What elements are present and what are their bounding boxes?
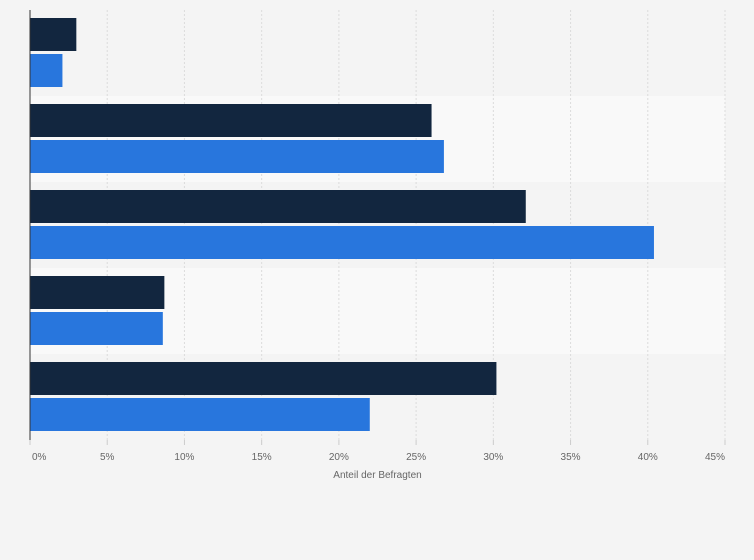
bar: [30, 18, 77, 51]
x-tick-label: 25%: [406, 452, 426, 463]
x-tick-label: 10%: [174, 452, 194, 463]
x-tick-label: 35%: [561, 452, 581, 463]
bar: [30, 398, 370, 431]
bar: [30, 104, 432, 137]
x-axis-title: Anteil der Befragten: [333, 470, 421, 481]
x-tick-label: 15%: [252, 452, 272, 463]
bar: [30, 54, 63, 87]
row-band: [30, 10, 725, 96]
x-tick-label: 0%: [32, 452, 47, 463]
bar: [30, 140, 444, 173]
x-tick-label: 5%: [100, 452, 115, 463]
bar: [30, 362, 497, 395]
x-tick-label: 40%: [638, 452, 658, 463]
x-tick-label: 20%: [329, 452, 349, 463]
bar: [30, 276, 165, 309]
x-tick-label: 45%: [705, 452, 725, 463]
bar: [30, 190, 526, 223]
bar: [30, 226, 654, 259]
bar: [30, 312, 163, 345]
x-tick-label: 30%: [483, 452, 503, 463]
